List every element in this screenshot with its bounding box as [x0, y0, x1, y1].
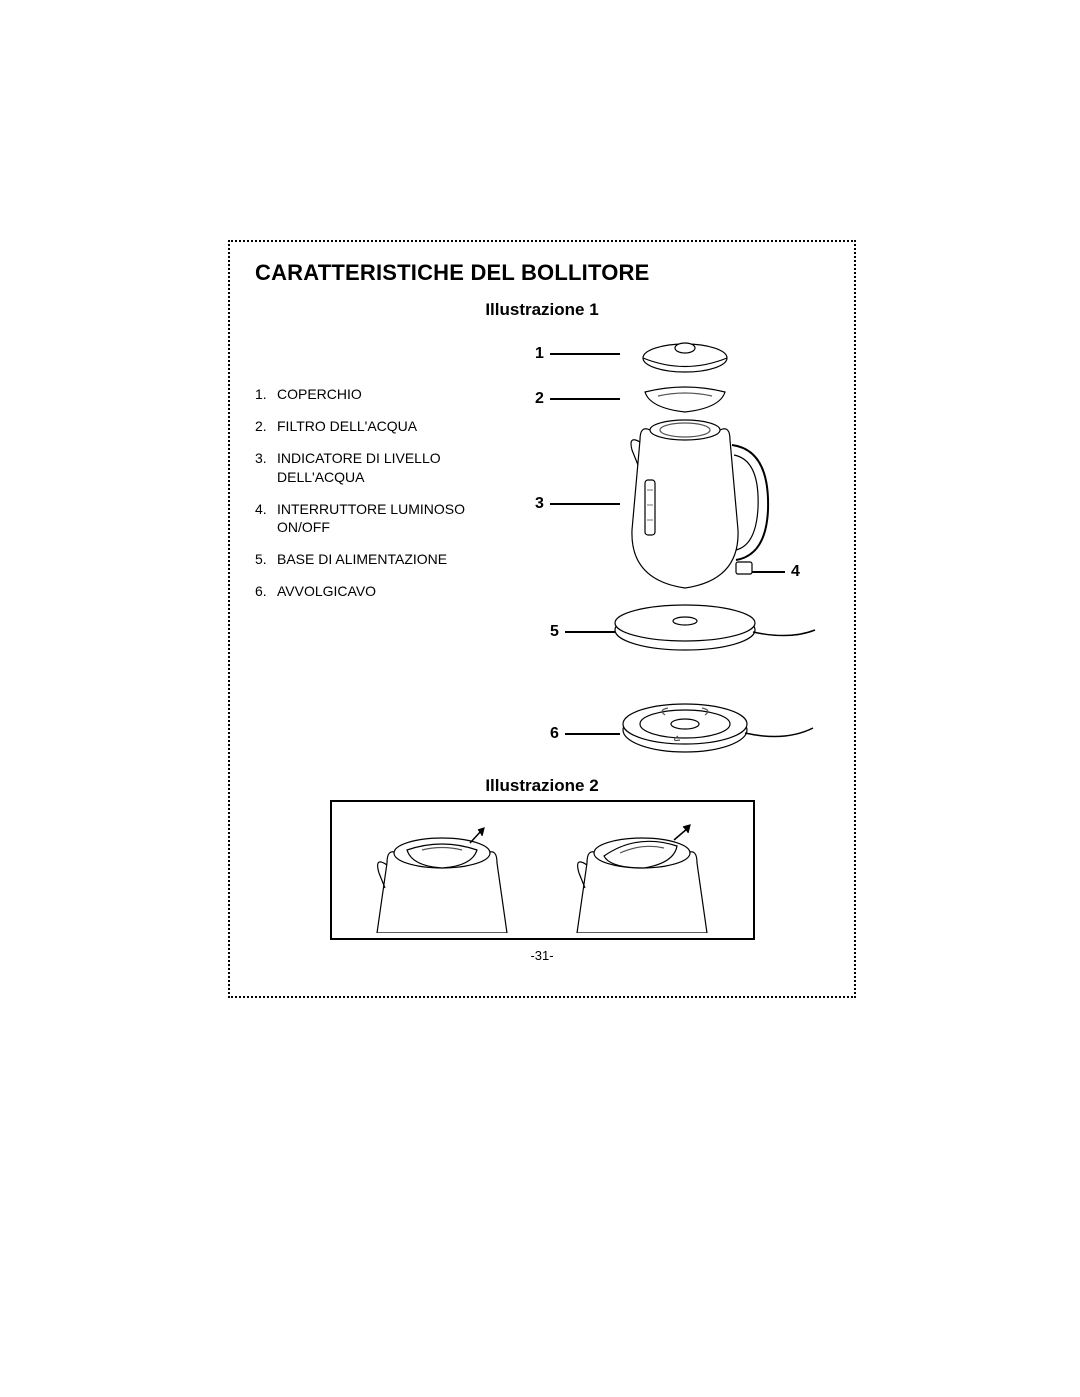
list-item: 3. INDICATORE DI LIVELLO DELL'ACQUA: [255, 449, 510, 485]
list-item: 5. BASE DI ALIMENTAZIONE: [255, 550, 510, 568]
list-text: INTERRUTTORE LUMINOSO ON/OFF: [277, 500, 510, 536]
kettle-exploded-svg: [510, 330, 830, 770]
list-num: 4.: [255, 500, 277, 536]
content-row: 1. COPERCHIO 2. FILTRO DELL'ACQUA 3. IND…: [255, 330, 829, 770]
illustration-2-box: [330, 800, 755, 940]
exploded-diagram: 1 2 3 4 5 6: [510, 330, 829, 770]
feature-list: 1. COPERCHIO 2. FILTRO DELL'ACQUA 3. IND…: [255, 330, 510, 770]
list-num: 3.: [255, 449, 277, 485]
illustration-1-label: Illustrazione 1: [255, 300, 829, 320]
page-frame: CARATTERISTICHE DEL BOLLITORE Illustrazi…: [228, 240, 856, 998]
list-item: 1. COPERCHIO: [255, 385, 510, 403]
kettle-top-view-2: [552, 808, 732, 933]
list-num: 5.: [255, 550, 277, 568]
kettle-top-view-1: [352, 808, 532, 933]
page-title: CARATTERISTICHE DEL BOLLITORE: [255, 260, 829, 286]
list-item: 6. AVVOLGICAVO: [255, 582, 510, 600]
list-num: 2.: [255, 417, 277, 435]
list-item: 2. FILTRO DELL'ACQUA: [255, 417, 510, 435]
list-num: 6.: [255, 582, 277, 600]
page-number: -31-: [255, 948, 829, 963]
list-text: AVVOLGICAVO: [277, 582, 510, 600]
list-text: BASE DI ALIMENTAZIONE: [277, 550, 510, 568]
list-item: 4. INTERRUTTORE LUMINOSO ON/OFF: [255, 500, 510, 536]
list-text: FILTRO DELL'ACQUA: [277, 417, 510, 435]
list-text: COPERCHIO: [277, 385, 510, 403]
list-num: 1.: [255, 385, 277, 403]
list-text: INDICATORE DI LIVELLO DELL'ACQUA: [277, 449, 510, 485]
illustration-2-label: Illustrazione 2: [255, 776, 829, 796]
